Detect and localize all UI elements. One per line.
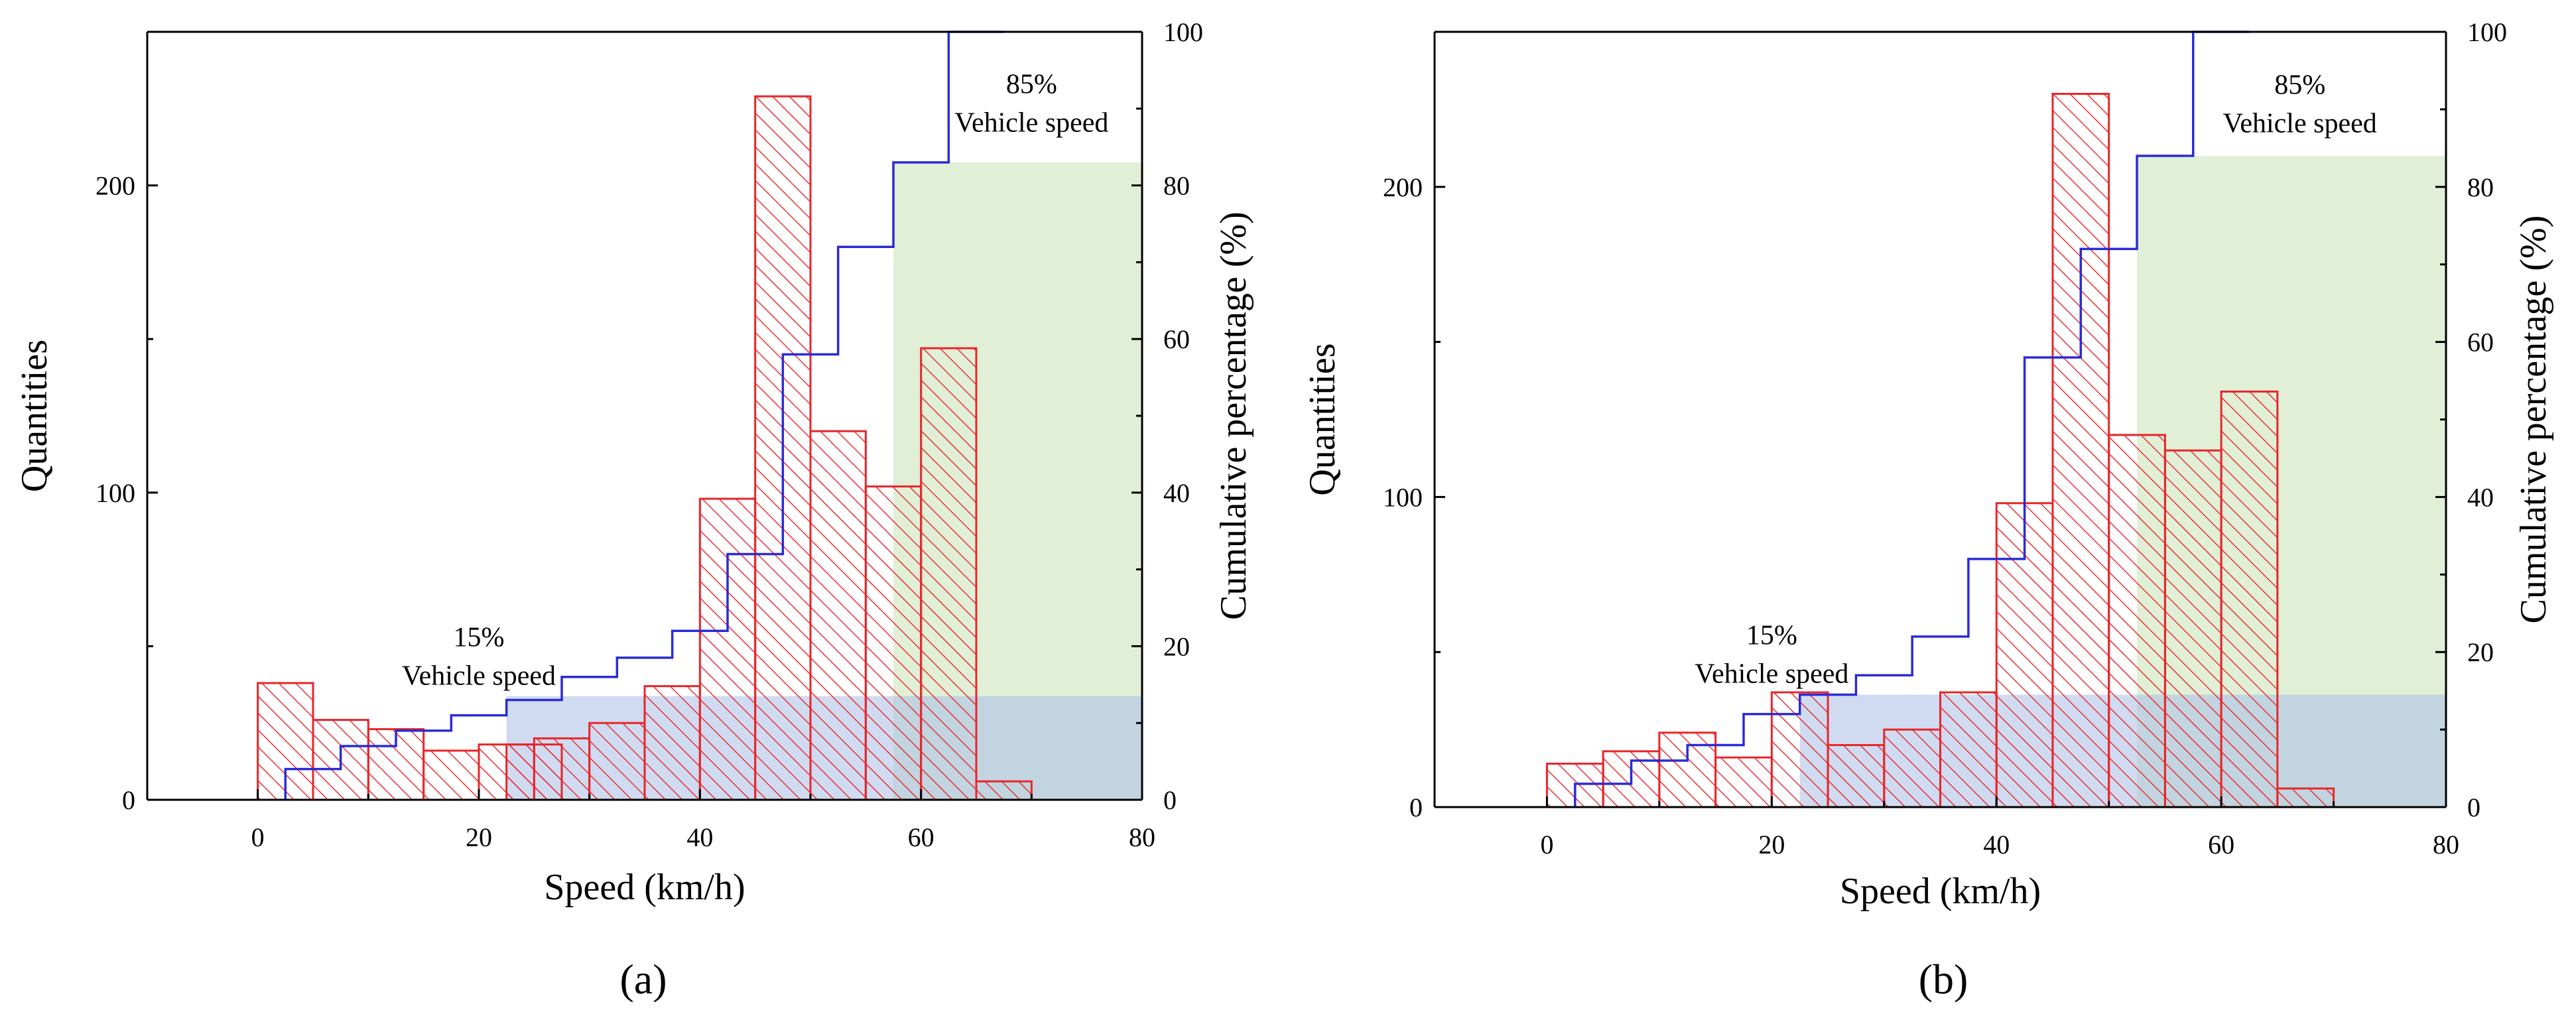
histogram-bar <box>1827 743 1886 808</box>
histogram-bar <box>1883 728 1942 808</box>
y2-tick-label: 60 <box>2467 328 2494 357</box>
histogram-bar <box>2108 434 2166 808</box>
x-tick-label: 40 <box>1983 830 2010 859</box>
y-tick-label: 0 <box>1409 792 1423 822</box>
y-tick-label: 0 <box>122 785 135 815</box>
histogram-bar <box>1939 691 1998 808</box>
y2-axis-title: Cumulative percentage (%) <box>1213 212 1254 620</box>
cumulative-line <box>1574 31 2250 807</box>
histogram-bar <box>698 497 757 801</box>
histogram-bar <box>1714 756 1773 808</box>
histogram-bar <box>643 685 701 801</box>
y2-tick-label: 20 <box>2467 637 2494 667</box>
histogram-bar <box>533 737 591 801</box>
x-tick-label: 40 <box>686 822 713 852</box>
y-tick-label: 200 <box>1383 172 1423 202</box>
y-axis-title: Quantities <box>14 340 55 492</box>
x-tick-label: 80 <box>2433 830 2459 859</box>
y2-tick-label: 0 <box>2467 792 2480 822</box>
annotation-percent: 85% <box>1006 70 1057 100</box>
x-tick-label: 0 <box>1540 830 1553 859</box>
y2-tick-label: 20 <box>1163 631 1190 661</box>
histogram-bar <box>2276 787 2335 808</box>
annotation-label: Vehicle speed <box>954 108 1108 139</box>
annotation-label: Vehicle speed <box>1695 659 1848 690</box>
x-tick-label: 60 <box>2208 830 2234 859</box>
y2-tick-label: 40 <box>2467 482 2494 512</box>
annotation-label: Vehicle speed <box>2223 109 2377 139</box>
histogram-bar <box>2220 390 2279 808</box>
annotation-label: Vehicle speed <box>402 661 556 691</box>
y2-tick-label: 60 <box>1163 324 1190 354</box>
y-tick-label: 200 <box>96 171 135 201</box>
panel-b: 0 20 40 60 80 0 100 200 0 20 40 60 80 100 Speed (km/h)… <box>1302 17 2554 912</box>
x-tick-label: 20 <box>466 822 492 852</box>
y2-tick-label: 40 <box>1163 478 1190 508</box>
x-tick-label: 20 <box>1758 830 1785 859</box>
x-tick-label: 0 <box>251 822 265 852</box>
histogram-bar <box>864 485 923 801</box>
x-tick-label: 60 <box>908 822 934 852</box>
histogram-bar <box>2051 93 2110 808</box>
y2-tick-label: 100 <box>1163 17 1203 47</box>
histogram-bar <box>422 749 480 801</box>
y2-tick-label: 100 <box>2467 17 2507 47</box>
panel-a: 0 20 40 60 80 0 100 200 0 20 40 60 80 100 Speed (km/h)… <box>14 17 1254 908</box>
histogram-bar <box>1658 731 1717 808</box>
y2-axis-title: Cumulative percentage (%) <box>2513 216 2554 624</box>
annotation-percent: 85% <box>2274 70 2325 101</box>
x-axis-title: Speed (km/h) <box>544 867 745 908</box>
annotation-percent: 15% <box>1746 621 1797 651</box>
histogram-bar <box>920 347 978 801</box>
y2-tick-label: 80 <box>1163 171 1190 201</box>
caption-a: (a) <box>619 956 667 1003</box>
x-tick-label: 80 <box>1129 822 1155 852</box>
y2-tick-label: 0 <box>1163 785 1177 815</box>
y-tick-label: 100 <box>1383 482 1423 512</box>
histogram-bar <box>588 722 646 801</box>
histogram-bar <box>2163 449 2222 808</box>
caption-b: (b) <box>1919 956 1968 1003</box>
y-axis-title: Quantities <box>1302 343 1343 495</box>
annotation-percent: 15% <box>454 622 505 653</box>
cumulative-line <box>284 31 1004 800</box>
histogram-bar <box>975 780 1033 801</box>
histogram-bar <box>809 430 867 801</box>
y-tick-label: 100 <box>96 478 135 508</box>
y2-tick-label: 80 <box>2467 172 2494 202</box>
x-axis-title: Speed (km/h) <box>1840 871 2041 912</box>
